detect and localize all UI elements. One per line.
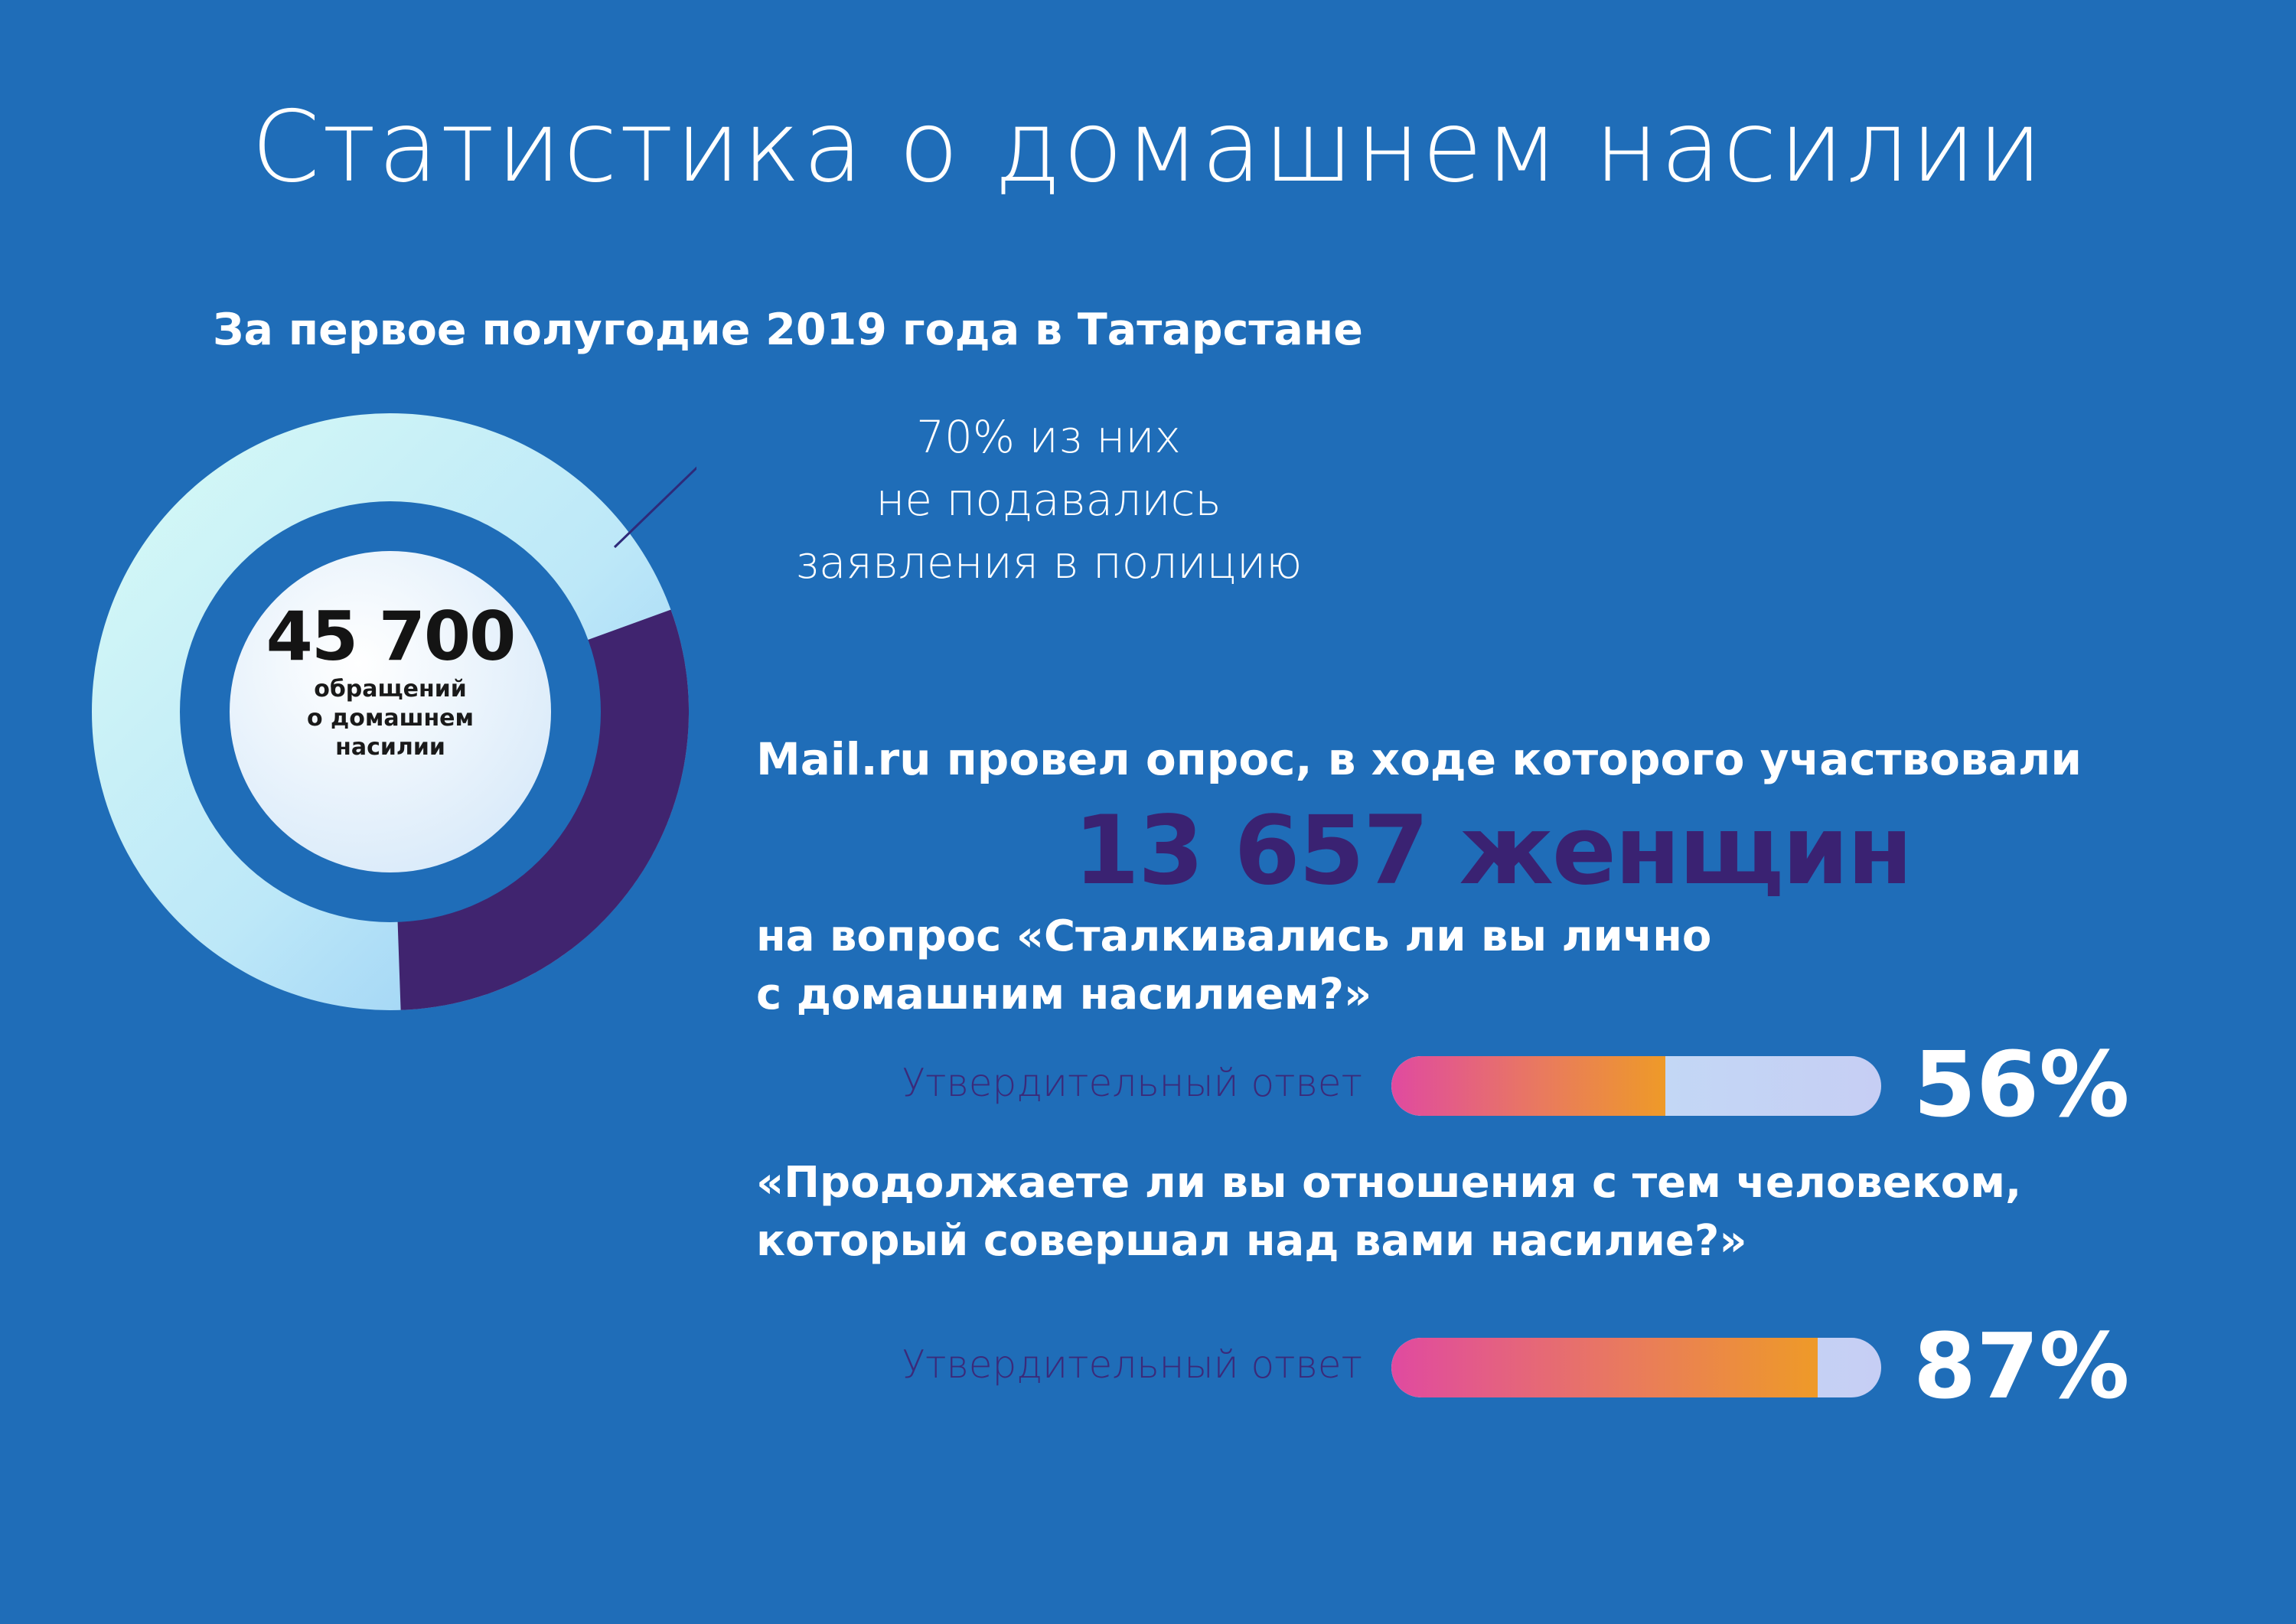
total-requests-number: 45 700: [266, 597, 517, 676]
callout-leader-line: [613, 466, 696, 549]
survey-participant-count: 13 657 женщин: [1073, 796, 1913, 906]
question-2: «Продолжаете ли вы отношения с тем челов…: [756, 1154, 2021, 1270]
question-1: на вопрос «Сталкивались ли вы лично с до…: [756, 908, 1711, 1024]
donut-center-disc: [230, 551, 551, 872]
donut-center-text: 45 700 обращений о домашнем насилии: [214, 598, 566, 762]
callout-line-2: не подавались: [876, 474, 1221, 526]
question-2-line-1: «Продолжаете ли вы отношения с тем челов…: [756, 1158, 2022, 1208]
answer-1-progress-fill: [1391, 1056, 1666, 1116]
question-1-line-1: на вопрос «Сталкивались ли вы лично: [756, 911, 1712, 961]
question-1-line-2: с домашним насилием?»: [756, 970, 1372, 1019]
answer-1-percent: 56%: [1913, 1032, 2130, 1137]
answer-2-progress-fill: [1391, 1338, 1818, 1397]
answer-2-percent: 87%: [1913, 1313, 2130, 1419]
answer-2-label: Утвердительный ответ: [902, 1342, 1362, 1387]
page-title: Статистика о домашнем насилии: [251, 90, 2045, 204]
answer-row-2: Утвердительный ответ 87%: [842, 1316, 2143, 1416]
donut-svg: [92, 413, 696, 1010]
survey-intro: Mail.ru провел опрос, в ходе которого уч…: [756, 733, 2082, 785]
answer-1-progress-bar: [1391, 1056, 1881, 1116]
section-subtitle: За первое полугодие 2019 года в Татарста…: [213, 305, 1363, 355]
donut-chart: [84, 398, 696, 1010]
center-label-line-3: насилии: [335, 734, 445, 761]
answer-1-label: Утвердительный ответ: [902, 1061, 1362, 1105]
callout-line-1: 70% из них: [916, 411, 1181, 463]
callout-line-3: заявления в полицию: [794, 536, 1303, 589]
question-2-line-2: который совершал над вами насилие?»: [756, 1216, 1747, 1266]
center-label-line-2: о домашнем: [306, 705, 475, 732]
donut-callout: 70% из них не подавались заявления в пол…: [689, 406, 1408, 594]
center-label-line-1: обращений: [314, 676, 467, 703]
answer-row-1: Утвердительный ответ 56%: [842, 1035, 2143, 1134]
answer-2-progress-bar: [1391, 1338, 1881, 1397]
